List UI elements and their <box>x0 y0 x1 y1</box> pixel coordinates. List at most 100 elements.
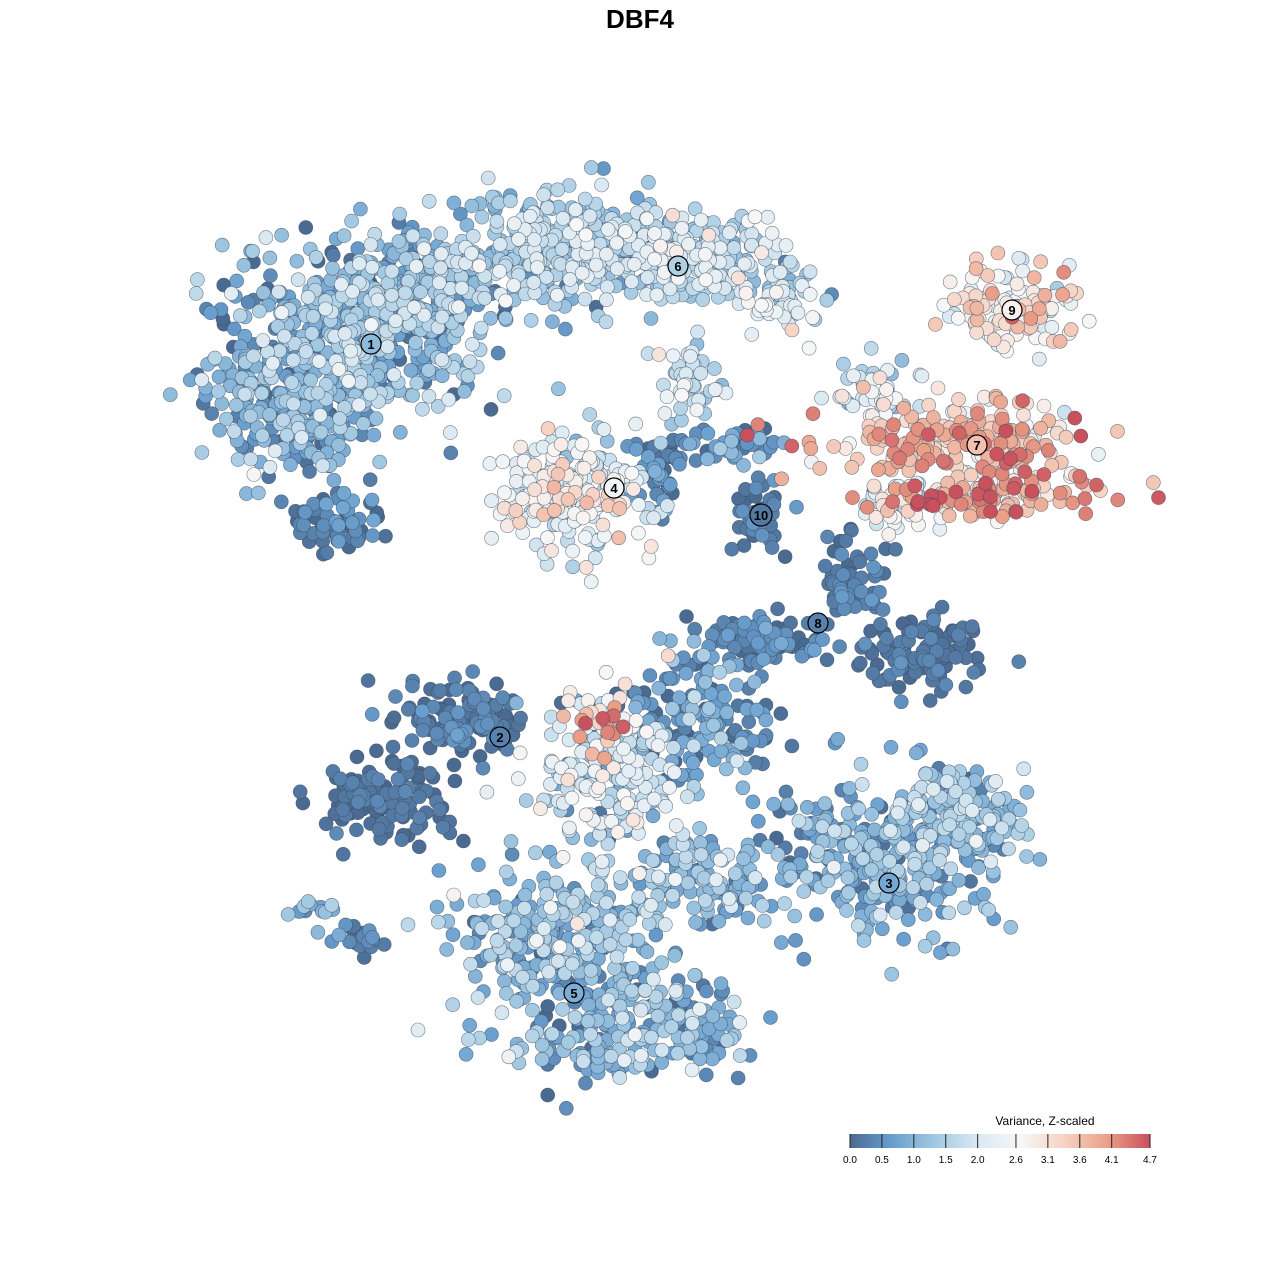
scatter-point <box>551 381 566 397</box>
scatter-point <box>275 412 291 428</box>
scatter-point <box>851 801 867 817</box>
scatter-point <box>392 424 408 440</box>
scatter-point <box>817 796 833 811</box>
scatter-point <box>838 441 854 456</box>
scatter-point <box>841 781 857 796</box>
scatter-point <box>888 905 904 920</box>
scatter-point <box>836 356 851 372</box>
scatter-point <box>1058 429 1074 445</box>
scatter-point <box>405 678 420 694</box>
scatter-point <box>756 913 772 929</box>
cluster-label-4: 4 <box>603 477 625 499</box>
scatter-point <box>433 260 448 276</box>
scatter-point <box>615 719 631 735</box>
scatter-point <box>560 1035 576 1050</box>
scatter-point <box>273 494 289 510</box>
scatter-point <box>363 237 379 252</box>
scatter-point <box>370 793 385 809</box>
scatter-point <box>283 457 298 473</box>
scatter-point <box>300 289 316 305</box>
scatter-point <box>815 819 830 835</box>
scatter-point <box>700 425 716 441</box>
scatter-point <box>925 498 941 514</box>
scatter-point <box>442 425 458 440</box>
scatter-point <box>852 655 868 671</box>
scatter-point <box>313 424 329 440</box>
scatter-point <box>351 256 367 272</box>
scatter-point <box>852 554 868 570</box>
scatter-point <box>686 738 702 754</box>
scatter-point <box>970 406 985 422</box>
scatter-point <box>917 938 933 954</box>
scatter-point <box>732 1048 748 1063</box>
scatter-point <box>460 935 475 950</box>
scatter-point <box>475 760 491 776</box>
scatter-point <box>555 850 571 865</box>
scatter-point <box>555 211 571 226</box>
scatter-point <box>853 584 869 599</box>
scatter-point <box>194 445 210 460</box>
scatter-point <box>1011 654 1027 670</box>
scatter-point <box>517 887 533 903</box>
scatter-point <box>578 716 593 731</box>
scatter-point <box>869 847 885 862</box>
scatter-point <box>773 935 789 950</box>
scatter-point <box>1032 852 1048 867</box>
scatter-point <box>371 821 387 837</box>
scatter-point <box>304 326 320 341</box>
scatter-point <box>624 465 640 481</box>
scatter-point <box>717 689 732 704</box>
scatter-point <box>908 745 924 761</box>
scatter-point <box>289 253 305 269</box>
scatter-point <box>388 689 403 704</box>
scatter-point <box>475 701 491 717</box>
scatter-point <box>384 287 400 303</box>
scatter-point <box>577 530 593 545</box>
scatter-point <box>188 286 204 301</box>
scatter-point <box>764 540 780 555</box>
scatter-point <box>509 474 524 489</box>
legend-tick-label: 1.5 <box>939 1155 953 1166</box>
scatter-point <box>942 817 957 833</box>
scatter-point <box>433 226 449 241</box>
scatter-point <box>446 195 462 211</box>
scatter-point <box>1052 485 1068 501</box>
scatter-point <box>558 321 573 337</box>
scatter-point <box>695 292 711 307</box>
scatter-point <box>194 372 209 388</box>
scatter-point <box>1033 420 1048 436</box>
scatter-point <box>896 839 911 855</box>
scatter-point <box>578 560 594 575</box>
cluster-label-text: 10 <box>754 508 768 523</box>
scatter-point <box>544 1026 560 1042</box>
scatter-point <box>817 558 833 574</box>
scatter-point <box>845 490 860 505</box>
scatter-point <box>991 791 1006 807</box>
scatter-point <box>986 332 1002 348</box>
legend-tick-label: 2.6 <box>1009 1155 1023 1166</box>
scatter-point <box>643 539 659 554</box>
scatter-point <box>1006 481 1022 496</box>
scatter-point <box>211 369 227 385</box>
scatter-point <box>310 385 326 401</box>
scatter-point <box>445 927 461 943</box>
cluster-label-text: 2 <box>496 730 503 745</box>
scatter-point <box>386 756 402 771</box>
scatter-point <box>645 971 661 987</box>
scatter-point <box>547 503 562 518</box>
scatter-point <box>914 458 930 474</box>
scatter-point <box>886 417 901 433</box>
scatter-point <box>254 385 270 401</box>
scatter-point <box>659 498 675 514</box>
scatter-point <box>645 853 661 868</box>
scatter-point <box>575 510 591 526</box>
scatter-point <box>667 765 682 780</box>
scatter-point <box>646 791 662 807</box>
scatter-point <box>267 443 283 459</box>
scatter-point <box>730 1070 746 1086</box>
scatter-point <box>735 503 751 519</box>
scatter-point <box>411 810 427 826</box>
scatter-point <box>875 602 891 618</box>
scatter-point <box>1110 424 1125 439</box>
scatter-point <box>866 478 882 494</box>
